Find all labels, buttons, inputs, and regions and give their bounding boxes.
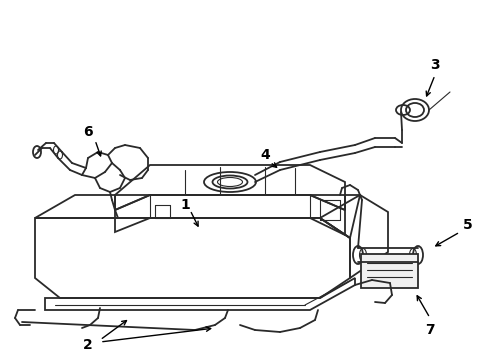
Text: 7: 7 <box>425 323 435 337</box>
Text: 4: 4 <box>260 148 270 162</box>
Text: 3: 3 <box>430 58 440 72</box>
Text: 2: 2 <box>83 338 93 352</box>
Text: 1: 1 <box>180 198 190 212</box>
Ellipse shape <box>401 99 429 121</box>
FancyBboxPatch shape <box>361 254 418 288</box>
Ellipse shape <box>406 103 424 117</box>
Text: 6: 6 <box>83 125 93 139</box>
Text: 5: 5 <box>463 218 473 232</box>
